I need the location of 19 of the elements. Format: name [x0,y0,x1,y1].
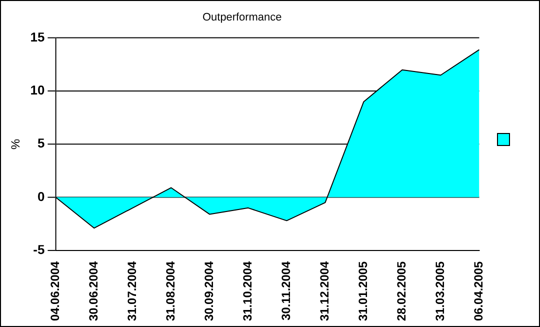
y-tick-label: 10 [30,82,45,98]
x-tick-label: 31.12.2004 [317,260,332,322]
x-tick-label: 31.10.2004 [240,260,254,322]
x-tick-label: 06.04.2005 [472,260,486,322]
x-tick-label: 30.11.2004 [278,260,293,320]
x-tick-label: 28.02.2005 [394,260,409,322]
x-tick-label: 31.01.2005 [356,260,370,322]
x-tick-label: 31.03.2005 [433,260,448,322]
x-tick-label: 30.06.2004 [86,260,100,322]
x-tick-label: 31.07.2004 [124,260,139,322]
x-tick-label: 04.06.2004 [48,260,62,322]
y-tick-label: 15 [30,30,45,45]
y-tick-label: -5 [33,242,45,257]
chart-title: Outperformance [202,12,282,24]
x-tick-label: 31.08.2004 [163,260,178,322]
y-tick-label: 0 [38,188,45,204]
x-tick-label: 30.09.2004 [202,260,216,322]
y-tick-label: 5 [38,136,45,151]
y-axis-title: % [8,138,22,150]
